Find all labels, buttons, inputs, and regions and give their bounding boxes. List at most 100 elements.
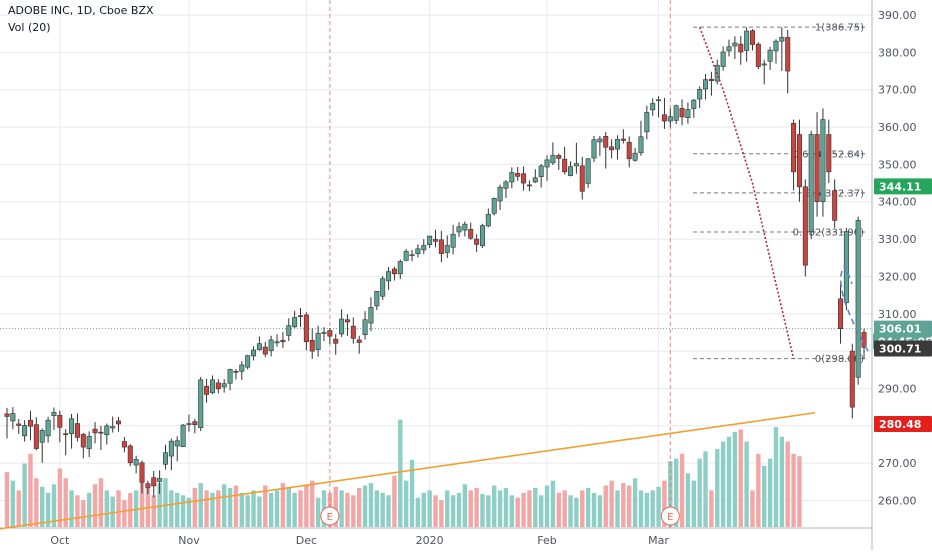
- candle-body: [808, 134, 814, 232]
- candle-body: [703, 79, 709, 90]
- volume-bar: [315, 497, 321, 527]
- price-axis[interactable]: 390.00 380.00 370.00 360.00 350.00 340.00 330.…: [878, 9, 917, 508]
- candle-body: [380, 278, 386, 297]
- candle-body: [303, 314, 309, 343]
- candles-layer: [4, 27, 867, 498]
- time-tick-label: Feb: [537, 534, 556, 547]
- candle-body: [268, 339, 274, 352]
- candle-body: [374, 291, 380, 307]
- volume-bar: [251, 490, 256, 527]
- volume-bar: [527, 490, 532, 527]
- price-badge-label: 280.48: [879, 418, 921, 431]
- volume-bar: [492, 485, 497, 527]
- candle-body: [245, 355, 251, 368]
- volume-bar: [280, 483, 286, 527]
- volume-bar: [40, 486, 45, 527]
- price-badge: [874, 416, 932, 433]
- candle-body: [579, 165, 585, 192]
- volume-bar: [462, 484, 468, 527]
- candle-body: [738, 43, 744, 53]
- candle-body: [708, 78, 714, 82]
- price-tick-label: 290.00: [878, 382, 917, 395]
- candle-body: [433, 239, 439, 242]
- candle-body: [532, 177, 538, 183]
- volume-bar: [732, 431, 738, 527]
- candle-body: [74, 423, 80, 438]
- candle-body: [573, 163, 579, 167]
- volume-bar: [421, 492, 426, 527]
- volume-bar: [186, 497, 192, 527]
- candle-body: [802, 186, 808, 266]
- candle-body: [427, 235, 433, 245]
- volume-bar: [51, 484, 57, 527]
- volume-bar: [339, 490, 344, 527]
- volume-bar: [756, 453, 761, 527]
- candle-body: [110, 426, 116, 429]
- volume-bar: [515, 497, 520, 527]
- time-tick-label: Dec: [296, 534, 317, 547]
- candle-body: [638, 136, 644, 154]
- volume-bar: [433, 495, 438, 527]
- price-badge-label: 306.01: [879, 323, 921, 336]
- candle-body: [139, 462, 145, 483]
- candle-body: [438, 239, 444, 254]
- volume-bar: [797, 456, 802, 527]
- volume-bar: [474, 487, 479, 527]
- candle-body: [16, 423, 22, 426]
- volume-bar: [750, 490, 755, 527]
- volume-bar: [221, 484, 227, 527]
- volume-bar: [709, 490, 714, 527]
- candle-body: [814, 134, 820, 203]
- candle-body: [796, 134, 802, 188]
- candle-body: [397, 261, 403, 275]
- candle-body: [350, 325, 356, 339]
- candle-body: [45, 419, 51, 437]
- volume-bar: [773, 426, 779, 527]
- volume-bar: [574, 497, 579, 527]
- candle-body: [744, 30, 750, 51]
- volume-bar: [486, 495, 491, 527]
- price-badge: [874, 320, 932, 337]
- candle-body: [562, 158, 568, 173]
- volume-bar: [533, 487, 538, 527]
- volume-bar: [715, 448, 720, 527]
- volume-bar: [509, 495, 515, 527]
- candle-body: [679, 108, 685, 118]
- candle-body: [4, 413, 10, 417]
- volume-bar: [597, 495, 603, 527]
- candle-body: [168, 440, 174, 457]
- candle-body: [27, 419, 33, 427]
- candle-body: [274, 341, 280, 344]
- price-tick-label: 380.00: [878, 46, 917, 59]
- candle-body: [849, 350, 855, 408]
- time-tick-label: Mar: [648, 534, 669, 547]
- volume-bar: [357, 487, 362, 527]
- volume-bar: [86, 492, 92, 527]
- volume-bar: [627, 485, 632, 527]
- volume-bar: [415, 497, 421, 527]
- candle-body: [204, 385, 210, 395]
- price-tick-label: 310.00: [878, 308, 917, 321]
- volume-bar: [650, 490, 655, 527]
- volume-bar: [92, 484, 98, 527]
- candle-body: [362, 319, 368, 335]
- volume-bar: [75, 495, 80, 527]
- candle-body: [339, 318, 345, 335]
- candle-body: [468, 229, 474, 239]
- candle-body: [779, 37, 785, 42]
- candle-body: [726, 46, 732, 52]
- candle-body: [209, 379, 215, 393]
- fib-label: 0.382(331.90): [793, 227, 865, 238]
- candle-body: [315, 332, 321, 350]
- volume-bar: [644, 492, 650, 527]
- volume-indicator-label[interactable]: Vol (20): [8, 21, 51, 34]
- candle-body: [791, 123, 797, 173]
- volume-bar: [445, 490, 450, 527]
- time-axis[interactable]: Oct Nov Dec 2020 Feb Mar: [50, 534, 669, 547]
- symbol-title[interactable]: ADOBE INC, 1D, Cboe BZX: [8, 4, 154, 17]
- volume-bar: [580, 490, 585, 527]
- candle-body: [550, 155, 556, 164]
